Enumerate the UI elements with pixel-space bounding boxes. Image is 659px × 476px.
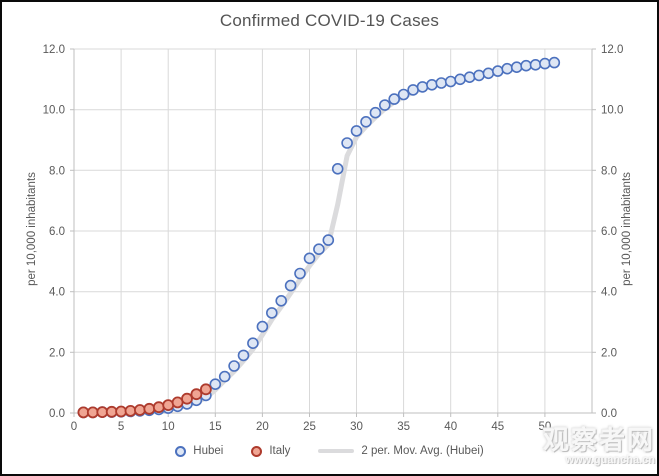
legend-label-italy: Italy xyxy=(269,445,291,457)
movavg-line-icon xyxy=(318,449,355,453)
x-tick-label: 35 xyxy=(397,421,410,433)
data-point-hubei xyxy=(275,294,288,307)
y-tick-label-right: 12.0 xyxy=(601,44,623,56)
data-point-hubei xyxy=(265,307,278,319)
y-tick-label-right: 6.0 xyxy=(601,226,617,238)
y-tick-label-right: 8.0 xyxy=(601,165,617,177)
x-tick-label: 5 xyxy=(118,421,124,433)
legend-item-hubei: Hubei xyxy=(175,445,223,457)
x-tick-label: 40 xyxy=(444,421,457,433)
data-point-hubei xyxy=(463,71,476,83)
data-point-hubei xyxy=(454,73,466,86)
data-point-hubei xyxy=(341,137,353,149)
data-point-hubei xyxy=(416,81,429,93)
data-point-hubei xyxy=(397,88,410,101)
data-point-hubei xyxy=(520,59,532,72)
data-point-hubei xyxy=(548,56,561,69)
data-point-italy xyxy=(124,404,137,417)
y-tick-label-left: 8.0 xyxy=(49,165,65,177)
x-tick-label: 30 xyxy=(350,421,363,433)
legend-item-movavg: 2 per. Mov. Avg. (Hubei) xyxy=(318,445,484,457)
data-point-hubei xyxy=(482,67,495,80)
data-point-italy xyxy=(115,405,127,418)
data-point-hubei xyxy=(284,279,297,292)
data-point-hubei xyxy=(209,378,222,391)
italy-marker-icon xyxy=(251,445,263,457)
chart-title: Confirmed COVID-19 Cases xyxy=(219,11,440,30)
data-point-hubei xyxy=(369,106,382,119)
y-tick-label-left: 12.0 xyxy=(43,44,65,56)
y-tick-label-left: 4.0 xyxy=(49,287,65,299)
data-point-hubei xyxy=(322,234,335,246)
data-point-hubei xyxy=(444,75,457,88)
y-tick-label-right: 10.0 xyxy=(601,105,623,117)
legend: Hubei Italy 2 per. Mov. Avg. (Hubei) xyxy=(2,445,657,457)
data-point-italy xyxy=(143,402,156,415)
data-point-hubei xyxy=(435,77,448,89)
data-point-hubei xyxy=(426,79,438,91)
data-point-italy xyxy=(86,406,99,419)
data-point-italy xyxy=(96,406,109,419)
data-point-hubei xyxy=(294,267,306,280)
x-tick-label: 15 xyxy=(209,421,222,433)
data-point-hubei xyxy=(473,69,485,82)
data-point-italy xyxy=(199,383,212,396)
data-point-hubei xyxy=(539,57,551,70)
data-point-italy xyxy=(133,404,146,416)
data-point-hubei xyxy=(218,370,231,383)
data-point-hubei xyxy=(331,163,344,175)
legend-label-movavg: 2 per. Mov. Avg. (Hubei) xyxy=(361,445,484,457)
x-tick-label: 25 xyxy=(303,421,316,433)
data-point-hubei xyxy=(228,360,240,372)
data-point-hubei xyxy=(237,349,250,362)
data-point-hubei xyxy=(501,62,514,75)
y-axis-title-right: per 10,000 inhabitants xyxy=(621,172,633,286)
data-point-italy xyxy=(105,405,118,418)
data-point-hubei xyxy=(303,252,316,265)
x-tick-label: 20 xyxy=(256,421,269,433)
data-point-hubei xyxy=(407,84,419,96)
data-point-italy xyxy=(162,399,175,412)
x-tick-label: 0 xyxy=(71,421,77,433)
y-tick-label-right: 0.0 xyxy=(601,408,617,420)
data-point-hubei xyxy=(256,320,269,333)
y-tick-label-left: 2.0 xyxy=(49,347,65,359)
data-point-italy xyxy=(171,396,184,409)
data-point-hubei xyxy=(350,125,363,137)
y-tick-label-right: 2.0 xyxy=(601,347,617,359)
data-point-hubei xyxy=(529,58,542,71)
y-tick-label-left: 6.0 xyxy=(49,226,65,238)
data-point-hubei xyxy=(388,93,401,105)
data-point-hubei xyxy=(510,61,523,73)
data-point-hubei xyxy=(360,116,372,128)
x-tick-label: 45 xyxy=(491,421,504,433)
data-point-hubei xyxy=(247,337,259,350)
y-tick-label-left: 10.0 xyxy=(43,105,65,117)
legend-label-hubei: Hubei xyxy=(193,445,224,457)
x-tick-label: 10 xyxy=(162,421,175,433)
data-point-hubei xyxy=(491,65,504,77)
data-point-hubei xyxy=(378,99,391,111)
legend-item-italy: Italy xyxy=(251,445,290,457)
data-point-italy xyxy=(190,388,203,401)
data-point-italy xyxy=(152,401,165,414)
hubei-marker-icon xyxy=(175,445,187,457)
y-tick-label-right: 4.0 xyxy=(601,287,617,299)
x-tick-label: 50 xyxy=(539,421,552,433)
data-point-hubei xyxy=(313,243,325,255)
data-point-italy xyxy=(181,392,193,405)
y-axis-title-left: per 10,000 inhabitants xyxy=(26,172,38,286)
y-tick-label-left: 0.0 xyxy=(49,408,65,420)
data-point-italy xyxy=(77,406,90,419)
